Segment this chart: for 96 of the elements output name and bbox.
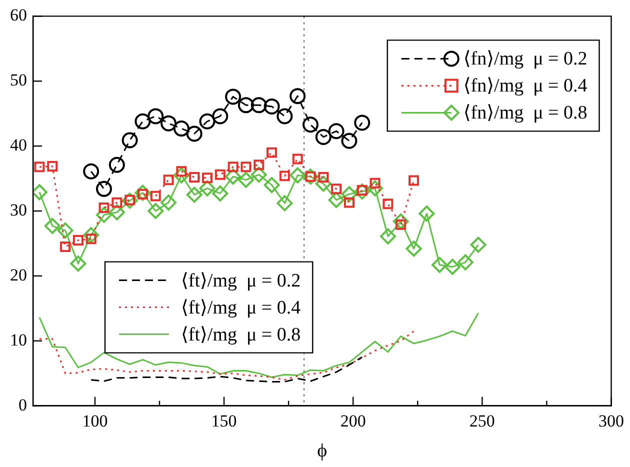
point — [444, 258, 460, 275]
point — [432, 256, 448, 273]
point — [186, 186, 202, 203]
point — [240, 162, 252, 172]
point — [72, 234, 84, 246]
point — [47, 160, 58, 172]
point — [96, 180, 112, 197]
point — [290, 167, 306, 184]
x-tick-label: 250 — [469, 411, 495, 430]
point — [382, 198, 394, 210]
point — [225, 88, 242, 105]
point — [150, 190, 161, 202]
point — [186, 126, 202, 142]
point — [276, 195, 293, 212]
point — [328, 123, 344, 140]
point — [392, 213, 409, 230]
y-tick-label: 20 — [10, 265, 27, 284]
point — [34, 162, 45, 172]
point — [214, 169, 226, 180]
point — [292, 154, 303, 164]
x-tick-label: 150 — [211, 411, 237, 430]
point — [250, 97, 267, 114]
legend-label: ⟨ft⟩/mg μ = 0.8 — [181, 324, 301, 346]
point — [160, 194, 177, 211]
point — [108, 156, 125, 173]
point — [83, 227, 100, 244]
point — [199, 113, 216, 130]
point — [163, 174, 174, 186]
point — [380, 228, 396, 244]
point — [60, 241, 71, 252]
point — [134, 184, 151, 201]
point — [228, 162, 238, 172]
y-tick-label: 30 — [10, 200, 27, 220]
x-axis-title: ϕ — [317, 440, 328, 462]
legend-label: ⟨fn⟩/mg μ = 0.4 — [463, 76, 588, 97]
point — [212, 108, 228, 124]
legend-label: ⟨ft⟩/mg μ = 0.4 — [181, 297, 302, 318]
point — [328, 192, 344, 208]
point — [70, 256, 86, 272]
point — [341, 132, 358, 149]
point — [173, 120, 190, 137]
point — [108, 204, 125, 220]
legend-label: ⟨fn⟩/mg μ = 0.8 — [463, 102, 588, 124]
point — [276, 108, 293, 124]
y-tick-label: 50 — [10, 70, 27, 90]
point — [315, 176, 332, 192]
point — [189, 172, 200, 182]
point — [264, 177, 280, 194]
point — [44, 218, 60, 234]
point — [112, 197, 122, 208]
x-tick-label: 200 — [340, 411, 366, 430]
x-tick-label: 100 — [82, 411, 108, 430]
point — [122, 192, 138, 209]
y-tick-label: 40 — [10, 136, 27, 155]
point — [250, 166, 267, 183]
point — [173, 167, 190, 184]
point — [57, 222, 74, 238]
legend-label: ⟨ft⟩/mg μ = 0.2 — [181, 270, 301, 292]
point — [160, 115, 177, 132]
point — [134, 113, 151, 130]
y-tick-label: 60 — [10, 6, 27, 25]
point — [225, 168, 242, 185]
point — [367, 180, 384, 196]
point — [290, 88, 306, 104]
point — [96, 206, 112, 223]
point — [83, 163, 100, 180]
point — [457, 254, 474, 270]
point — [418, 206, 435, 222]
point — [148, 203, 164, 219]
point — [212, 185, 228, 202]
point — [254, 160, 264, 170]
line-series — [90, 356, 363, 383]
point — [302, 116, 319, 133]
point — [354, 114, 370, 131]
point — [279, 170, 290, 182]
point — [331, 184, 342, 194]
x-tick-label: 300 — [598, 411, 624, 430]
point — [148, 108, 164, 124]
point — [264, 98, 280, 114]
point — [202, 172, 212, 184]
point — [470, 236, 486, 253]
point — [266, 147, 278, 158]
point — [238, 172, 254, 188]
point — [98, 202, 110, 213]
point — [406, 240, 422, 257]
y-tick-label: 0 — [18, 395, 27, 414]
point — [341, 186, 358, 202]
point — [318, 172, 329, 182]
point — [238, 97, 254, 114]
point — [344, 197, 354, 208]
y-tick-label: 10 — [10, 330, 27, 350]
point — [199, 180, 216, 196]
point — [122, 132, 138, 148]
legend-label: ⟨fn⟩/mg μ = 0.2 — [463, 48, 588, 70]
point — [315, 128, 332, 145]
point — [408, 175, 420, 186]
